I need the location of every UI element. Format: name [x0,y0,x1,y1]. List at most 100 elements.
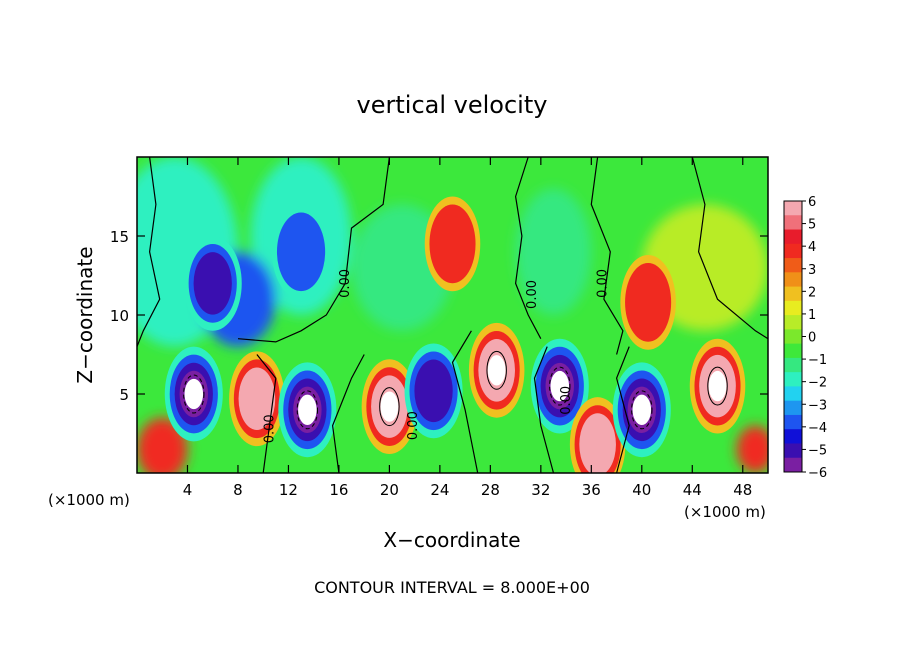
updraft-core-1 [229,351,285,447]
colorbar-tick-label: 5 [808,218,816,233]
x-unit-right: (×1000 m) [684,503,766,521]
colorbar-tick-label: −4 [808,421,827,436]
colorbar-swatch [784,457,802,473]
x-tick-label: 4 [183,481,193,499]
core-ring [579,413,616,473]
colorbar-swatch [784,357,802,373]
downdraft-core-11 [183,236,242,331]
colorbar-swatch [784,372,802,387]
zero-contour-4 [691,157,768,340]
core-ring [414,359,453,423]
colorbar-swatch [784,315,802,330]
zero-contour-0 [137,157,161,347]
core-ring [238,367,276,431]
colorbar-tick-label: 6 [808,195,816,210]
updraft-core-10 [689,338,746,434]
downdraft-core-12 [272,204,331,300]
core-ring [708,370,727,402]
x-tick-label: 40 [632,481,651,499]
core-ring [380,391,399,422]
updraft-core-5 [468,322,525,418]
updraft-core-8 [569,397,626,473]
x-tick-label: 36 [582,481,601,499]
zero-contour-9 [615,346,630,473]
colorbar-tick-label: −5 [808,443,827,458]
x-axis-ticks: 4 8 12 16 20 24 28 32 36 40 44 48 [183,157,752,499]
core-ring [298,394,317,425]
inner-contour [707,366,728,406]
colorbar-swatch [784,343,802,359]
inner-contour [379,387,400,427]
x-tick-label: 32 [531,481,550,499]
colorbar-swatch [784,286,802,302]
zero-contour-5 [256,354,277,473]
colorbar-tick-label: 1 [808,308,816,323]
zero-contour-1 [237,157,390,343]
x-tick-label: 20 [380,481,399,499]
contour-label-3: 0.00 [525,280,540,309]
colorbar-tick-label: 2 [808,285,816,300]
zero-contour-3 [590,157,624,355]
updraft-core-6 [424,196,481,292]
colorbar-swatch [784,443,802,459]
colorbar-swatch [784,215,802,231]
colorbar-swatch [784,414,802,430]
x-tick-label: 44 [683,481,702,499]
chart-title: vertical velocity [357,91,548,119]
inner-contour [549,366,571,406]
core-ring [550,370,570,402]
y-axis-ticks: 5 10 15 [110,228,768,404]
x-tick-label: 16 [329,481,348,499]
y-tick-label: 10 [110,307,129,325]
colorbar-swatch [784,201,802,216]
contour-lines: 0.00 0.00 0.00 0.00 0.00 0.00 [137,157,768,473]
core-ring [625,263,672,342]
inner-contour [183,374,205,414]
x-axis-label: X−coordinate [383,528,520,552]
downdraft-core-9 [612,362,671,458]
plot-area: 0.00 0.00 0.00 0.00 0.00 0.00 [137,157,768,473]
velocity-cores [164,196,746,473]
colorbar-tick-label: 4 [808,240,816,255]
colorbar-swatch [784,229,802,245]
core-ring [429,204,476,284]
colorbar-tick-label: 3 [808,263,816,278]
contour-label-5: 0.00 [559,386,574,415]
downdraft-core-4 [404,343,463,439]
downdraft-core-7 [530,338,589,434]
core-ring [487,355,506,386]
colorbar-tick-label: −6 [808,466,827,481]
zero-contour-6 [331,354,365,473]
field-blob-7 [736,425,768,473]
updraft-core-3 [361,359,418,455]
x-tick-label: 28 [481,481,500,499]
y-tick-label: 5 [119,386,129,404]
contour-label-0: 0.00 [338,269,353,298]
footer-contour-interval: CONTOUR INTERVAL = 8.000E+00 [314,578,590,597]
inner-contour [486,350,507,390]
colorbar-swatch [784,329,802,345]
x-tick-label: 24 [430,481,449,499]
contour-label-2: 0.00 [406,411,421,440]
colorbar-tick-label: −2 [808,376,827,391]
core-ring [632,394,652,425]
core-ring [184,378,204,410]
downdraft-core-2 [278,362,337,458]
colorbar-tick-label: 0 [808,331,816,346]
core-ring [193,252,232,315]
colorbar: 6 5 4 3 2 1 0 −1 −2 −3 −4 −5 −6 [783,195,827,481]
field-blob-5 [515,188,592,315]
inner-contour [631,390,653,430]
colorbar-swatch [784,272,802,288]
contour-label-1: 0.00 [262,414,277,443]
colorbar-swatch [784,258,802,273]
x-unit-left: (×1000 m) [48,491,130,509]
y-axis-label: Z−coordinate [73,246,97,383]
colorbar-swatch [784,386,802,402]
colorbar-swatch [784,400,802,416]
downdraft-core-0 [164,346,223,442]
x-tick-label: 12 [279,481,298,499]
field-blob-6 [137,417,188,473]
colorbar-swatch [784,300,802,316]
